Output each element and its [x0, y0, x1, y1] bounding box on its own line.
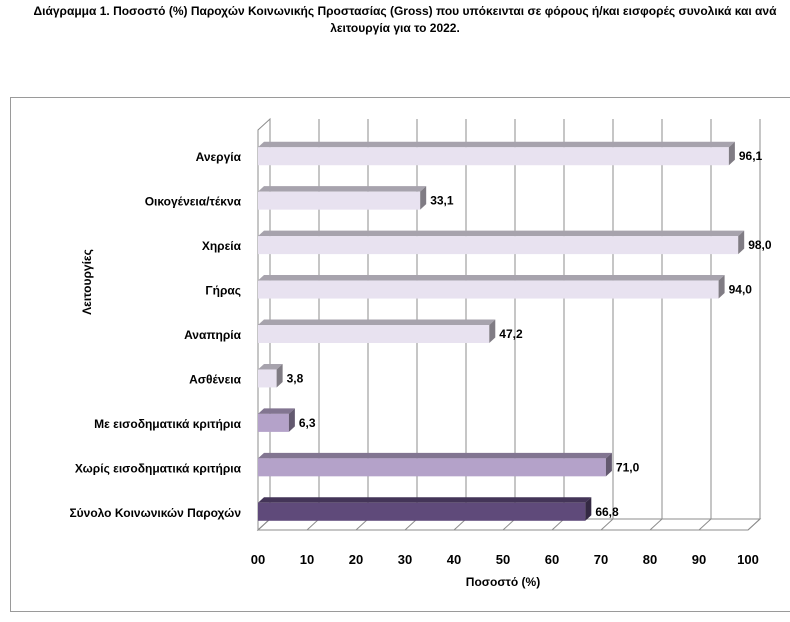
bar [258, 186, 427, 210]
category-label: Ασθένεια [189, 372, 241, 386]
bar-top-face [258, 186, 427, 192]
category-label: Χωρίς εισοδηματικά κριτήρια [75, 461, 242, 475]
bar-value-label: 33,1 [430, 194, 454, 208]
bar-value-label: 94,0 [729, 283, 753, 297]
bar [258, 363, 283, 388]
bar-end-face [738, 230, 745, 255]
bar-top-face [258, 319, 496, 325]
chart-title-line-2: λειτουργία για το 2022. [330, 21, 460, 35]
x-tick-label: 100 [737, 552, 759, 567]
bar [258, 497, 592, 521]
bar [258, 275, 725, 299]
floor-gridline [747, 518, 761, 531]
x-tick-label: 10 [300, 552, 314, 567]
bar-value-label: 6,3 [299, 416, 316, 430]
bar-end-face [728, 141, 735, 166]
bar-value-label: 98,0 [748, 238, 772, 252]
bar-top-face [258, 408, 295, 414]
x-axis-title: Ποσοστό (%) [466, 575, 540, 589]
category-label: Σύνολο Κοινωνικών Παροχών [69, 506, 241, 520]
bar [258, 452, 612, 477]
x-tick-label: 90 [692, 552, 706, 567]
chart-title-line-1: Διάγραμμα 1. Ποσοστό (%) Παροχών Κοινωνι… [33, 4, 777, 18]
bar-top-face [258, 497, 592, 503]
category-label: Γήρας [205, 284, 241, 298]
bar-value-label: 66,8 [595, 505, 619, 519]
x-tick-label: 00 [251, 552, 265, 567]
x-tick-label: 70 [594, 552, 608, 567]
bar-end-face [489, 319, 496, 343]
bar-top-face [258, 452, 612, 459]
x-tick-label: 80 [643, 552, 657, 567]
bar-value-label: 3,8 [287, 371, 304, 385]
bar-top-face [258, 230, 745, 237]
bar-front-face [258, 191, 421, 210]
floor-gridline [453, 518, 467, 531]
category-label: Οικογένεια/τέκνα [145, 195, 242, 209]
bar-front-face [258, 236, 739, 255]
bar [258, 230, 745, 255]
floor-gridline [600, 518, 614, 531]
bar-top-face [258, 363, 283, 370]
bar-value-label: 71,0 [616, 460, 640, 474]
x-tick-label: 30 [398, 552, 412, 567]
bar-front-face [258, 147, 729, 166]
bar-front-face [258, 280, 719, 299]
bar-end-face [288, 408, 295, 432]
chart-title: Διάγραμμα 1. Ποσοστό (%) Παροχών Κοινωνι… [0, 3, 790, 37]
bar [258, 408, 295, 432]
bar-end-face [420, 186, 427, 210]
x-tick-label: 50 [496, 552, 510, 567]
bar-top-face [258, 275, 725, 281]
bar-front-face [258, 369, 277, 388]
x-tick-label: 20 [349, 552, 363, 567]
floor-gridline [404, 518, 418, 531]
bar-front-face [258, 325, 490, 343]
x-tick-label: 40 [447, 552, 461, 567]
bar-value-label: 47,2 [499, 327, 523, 341]
bar-end-face [585, 497, 592, 521]
floor-gridline [551, 518, 565, 531]
bar-end-face [718, 275, 725, 299]
bar-end-face [605, 452, 612, 477]
category-label: Ανεργία [196, 150, 242, 164]
floor-gridline [649, 518, 663, 531]
floor-gridline [698, 518, 712, 531]
bar [258, 141, 735, 166]
bar [258, 319, 496, 343]
y-axis-title: Λειτουργίες [80, 249, 94, 315]
category-label: Με εισοδηματικά κριτήρια [94, 417, 242, 431]
bar-front-face [258, 413, 289, 432]
floor-gridline [306, 518, 320, 531]
bar-front-face [258, 502, 586, 521]
floor-gridline [502, 518, 516, 531]
bar-top-face [258, 141, 735, 148]
category-label: Χηρεία [202, 239, 242, 253]
floor-gridline [355, 518, 369, 531]
bar-value-label: 96,1 [739, 149, 763, 163]
bar-front-face [258, 458, 606, 477]
x-tick-label: 60 [545, 552, 559, 567]
category-label: Αναπηρία [184, 328, 242, 342]
floor-gridline [257, 518, 271, 531]
bar-end-face [276, 363, 283, 388]
